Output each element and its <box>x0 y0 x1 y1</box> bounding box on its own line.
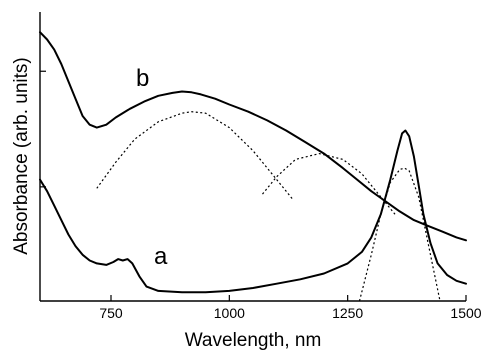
series-label-a: a <box>154 243 168 270</box>
fit-curve-2 <box>262 152 396 215</box>
tick-marks <box>40 70 467 301</box>
series-line-a <box>39 129 467 294</box>
x-tick-label-1000: 1000 <box>214 305 245 321</box>
x-tick-label-750: 750 <box>99 305 123 321</box>
tick-labels: 750 1000 1250 1500 <box>99 305 481 321</box>
series-line-b <box>39 31 467 242</box>
x-tick-label-1250: 1250 <box>332 305 363 321</box>
series-label-b: b <box>136 65 149 92</box>
series-layer <box>39 31 467 302</box>
fit-curve-3 <box>358 167 441 302</box>
x-axis-title: Wavelength, nm <box>185 330 322 351</box>
axes <box>39 12 466 302</box>
y-axis-title: Absorbance (arb. units) <box>11 57 32 255</box>
fit-curve-1 <box>96 111 294 201</box>
x-tick-label-1500: 1500 <box>450 305 481 321</box>
